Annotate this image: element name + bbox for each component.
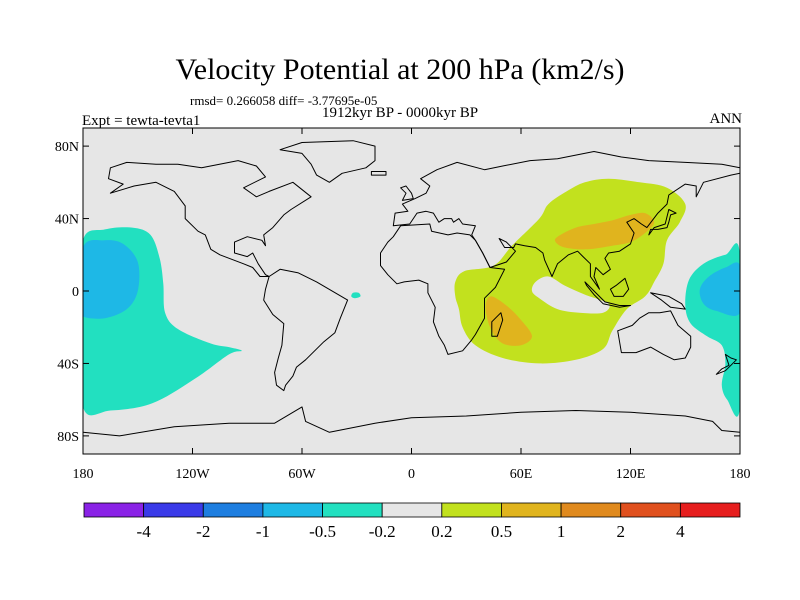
coastline-greenland [279, 140, 376, 183]
y-tick-label: 80N [55, 140, 79, 155]
colorbar-label: -4 [137, 522, 152, 541]
coastline-borneo [609, 277, 630, 297]
coastline-indonesia [584, 281, 631, 308]
x-tick-label: 120W [175, 467, 210, 482]
x-tick-label: 60W [288, 467, 316, 482]
coastline-africa [380, 223, 506, 355]
contour-region-india-ocean-hole [531, 276, 610, 314]
x-axis: 180 120W 60W 0 60E 120E 180 [73, 128, 751, 482]
colorbar-swatch [679, 502, 741, 518]
y-tick-label: 0 [72, 285, 79, 300]
colorbar-label: 0.5 [491, 522, 512, 541]
coastline-british-isles [400, 185, 414, 201]
contour-fill-layer [83, 178, 740, 417]
coastline-layer [83, 140, 740, 437]
rmsd-diff-label: rmsd= 0.266058 diff= -3.77695e-05 [190, 93, 378, 108]
coastline-madagascar [491, 312, 504, 337]
colorbar-swatch [441, 502, 502, 518]
colorbar-swatch [143, 502, 204, 518]
period-label: 1912kyr BP - 0000kyr BP [321, 105, 479, 121]
y-tick-label: 80S [57, 430, 79, 445]
coastline-japan [648, 209, 677, 236]
coastline-new-zealand [715, 353, 737, 375]
y-tick-label: 40S [57, 357, 79, 372]
contour-region-south-atlantic-blob [351, 292, 361, 299]
coastline-iceland [370, 171, 387, 176]
colorbar-label: 1 [557, 522, 566, 541]
colorbar-swatch [381, 502, 443, 518]
coastline-north-america [108, 160, 312, 277]
colorbar-swatch [202, 502, 264, 518]
x-tick-label: 120E [616, 467, 646, 482]
coastline-australia [617, 310, 692, 361]
coastline-antarctica [83, 406, 740, 437]
colorbar-swatch [501, 502, 562, 518]
coastline-new-guinea [650, 292, 686, 310]
colorbar-swatch [83, 502, 145, 518]
x-tick-label: 60E [510, 467, 533, 482]
colorbar: -4 -2 -1 -0.5 -0.2 0.2 0.5 1 2 4 [83, 502, 741, 541]
y-tick-label: 40N [55, 213, 79, 228]
experiment-label: Expt = tewta-tevta1 [82, 113, 201, 129]
coastline-south-america [263, 268, 349, 392]
colorbar-label: 0.2 [431, 522, 452, 541]
x-tick-label: 180 [730, 467, 751, 482]
y-axis: 80N 40N 0 40S 80S [55, 140, 740, 445]
chart-title: Velocity Potential at 200 hPa (km2/s) [175, 53, 625, 86]
contour-region-central-pacific-core [83, 239, 140, 319]
colorbar-label: -1 [256, 522, 270, 541]
x-tick-label: 180 [73, 467, 94, 482]
colorbar-label: 4 [676, 522, 685, 541]
contour-region-east-asia-core [554, 212, 655, 250]
colorbar-label: -0.5 [309, 522, 336, 541]
contour-region-east-africa-core [485, 296, 532, 346]
x-tick-label: 0 [408, 467, 415, 482]
colorbar-label: 2 [616, 522, 625, 541]
colorbar-swatch [322, 502, 383, 518]
colorbar-swatch [620, 502, 681, 518]
season-label: ANN [709, 111, 743, 127]
colorbar-label: -0.2 [369, 522, 396, 541]
colorbar-swatch [560, 502, 622, 518]
colorbar-swatch [262, 502, 323, 518]
colorbar-label: -2 [196, 522, 210, 541]
contour-region-western-pacific-core [699, 262, 740, 316]
